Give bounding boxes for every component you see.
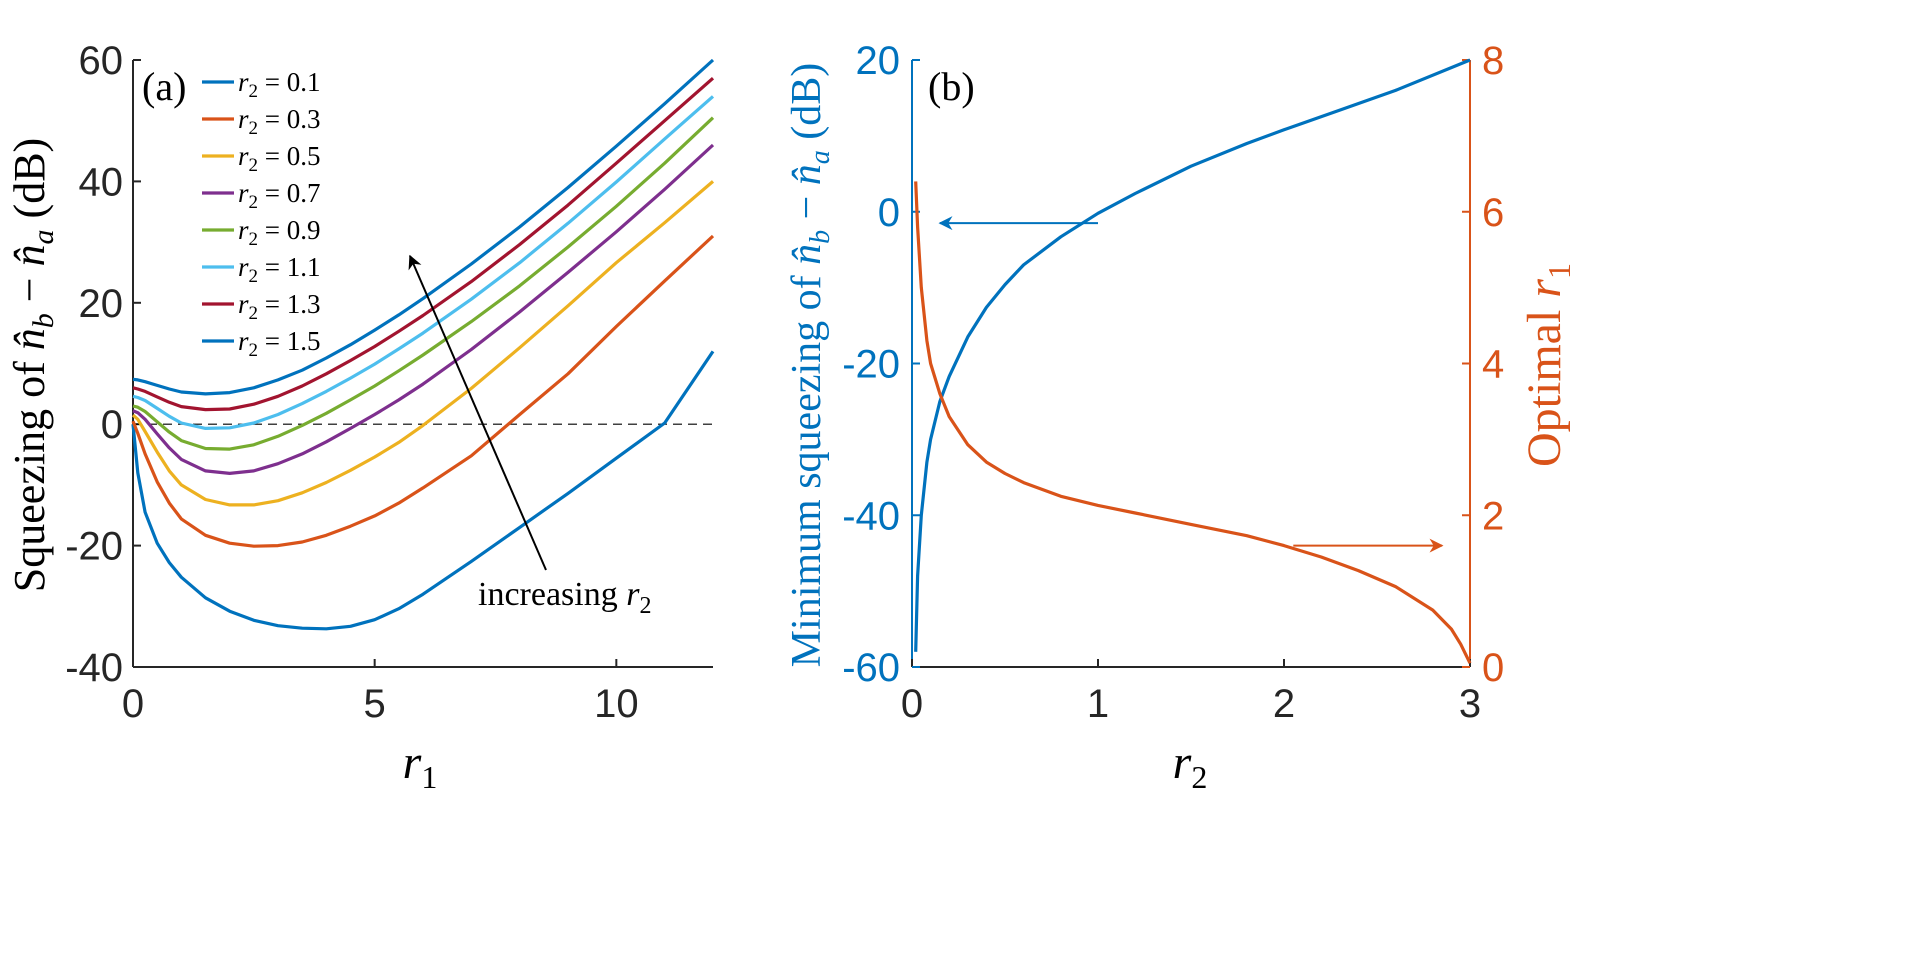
series-line-r2-0.5: [131, 180, 715, 507]
panel-a-xtick-label: 10: [594, 682, 639, 726]
legend-label: r2 = 1.5: [238, 326, 321, 361]
panel-b-right-ytick-label: 4: [1482, 343, 1504, 387]
increasing-r2-annotation: increasing r2: [478, 576, 651, 619]
panel-b-left-ytick-label: 20: [856, 39, 901, 83]
panel-b: 0 1 2 3 -60 -40 -20 0 20 0 2 4 6 8 (b) r2 Minimum squ…: [784, 39, 1577, 795]
panel-a-legend: r2 = 0.1r2 = 0.3r2 = 0.5r2 = 0.7r2 = 0.9…: [202, 67, 321, 361]
legend-label: r2 = 1.3: [238, 289, 321, 324]
legend-label: r2 = 1.1: [238, 252, 321, 287]
panel-a-ytick-label: 40: [79, 160, 124, 204]
panel-a-ytick-label: -20: [65, 525, 123, 569]
panel-a-ticks: 0 5 10 -40 -20 0 20 40 60: [65, 39, 638, 726]
panel-b-xtick-label: 2: [1273, 682, 1295, 726]
panel-b-right-ylabel: Optimal r1: [1518, 263, 1577, 467]
panel-b-right-ytick-label: 0: [1482, 646, 1504, 690]
panel-a-xtick-label: 0: [122, 682, 144, 726]
series-line-r2-0.1: [131, 350, 715, 631]
series-line-r2-1.1: [132, 95, 715, 430]
series-line-r2-0.9: [132, 116, 715, 451]
optimal-r1-line: [914, 181, 1472, 664]
panel-b-xlabel: r2: [1173, 736, 1208, 795]
panel-b-label: (b): [928, 64, 975, 109]
panel-b-left-ytick-label: -60: [842, 646, 900, 690]
panel-a-ylabel: Squeezing of n̂b − n̂a (dB): [5, 138, 60, 592]
panel-a-ytick-label: 0: [101, 403, 123, 447]
series-line-r2-0.3: [131, 234, 715, 548]
panel-b-right-ytick-label: 8: [1482, 39, 1504, 83]
panel-b-ticks: 0 1 2 3 -60 -40 -20 0 20 0 2 4 6 8: [842, 39, 1504, 726]
panel-a-xtick-label: 5: [364, 682, 386, 726]
panel-b-left-ytick-label: -20: [842, 343, 900, 387]
panel-a-xlabel: r1: [403, 736, 438, 795]
panel-a-series: [131, 58, 715, 631]
legend-label: r2 = 0.9: [238, 215, 321, 250]
panel-b-left-ytick-label: -40: [842, 494, 900, 538]
panel-b-right-ytick-label: 2: [1482, 494, 1504, 538]
legend-label: r2 = 0.1: [238, 67, 321, 102]
minimum-squeezing-line: [914, 58, 1471, 652]
panel-b-left-ytick-label: 0: [878, 191, 900, 235]
increasing-r2-arrow: [408, 254, 547, 571]
legend-label: r2 = 0.7: [238, 178, 321, 213]
panel-a-label: (a): [142, 64, 186, 109]
legend-label: r2 = 0.5: [238, 141, 321, 176]
panel-b-xtick-label: 3: [1459, 682, 1481, 726]
series-line-r2-1.5: [132, 58, 715, 396]
panel-b-left-ylabel: Minimum squeezing of n̂b − n̂a (dB): [784, 63, 836, 668]
panel-b-series: [914, 58, 1472, 664]
panel-b-right-ytick-label: 6: [1482, 191, 1504, 235]
panel-b-xtick-label: 1: [1087, 682, 1109, 726]
panel-a-ytick-label: 60: [79, 39, 124, 83]
panel-b-xtick-label: 0: [901, 682, 923, 726]
series-line-r2-1.3: [132, 76, 715, 412]
panel-a-ytick-label: 20: [79, 282, 124, 326]
legend-label: r2 = 0.3: [238, 104, 321, 139]
series-line-r2-0.7: [132, 143, 715, 475]
panel-a-ytick-label: -40: [65, 646, 123, 690]
